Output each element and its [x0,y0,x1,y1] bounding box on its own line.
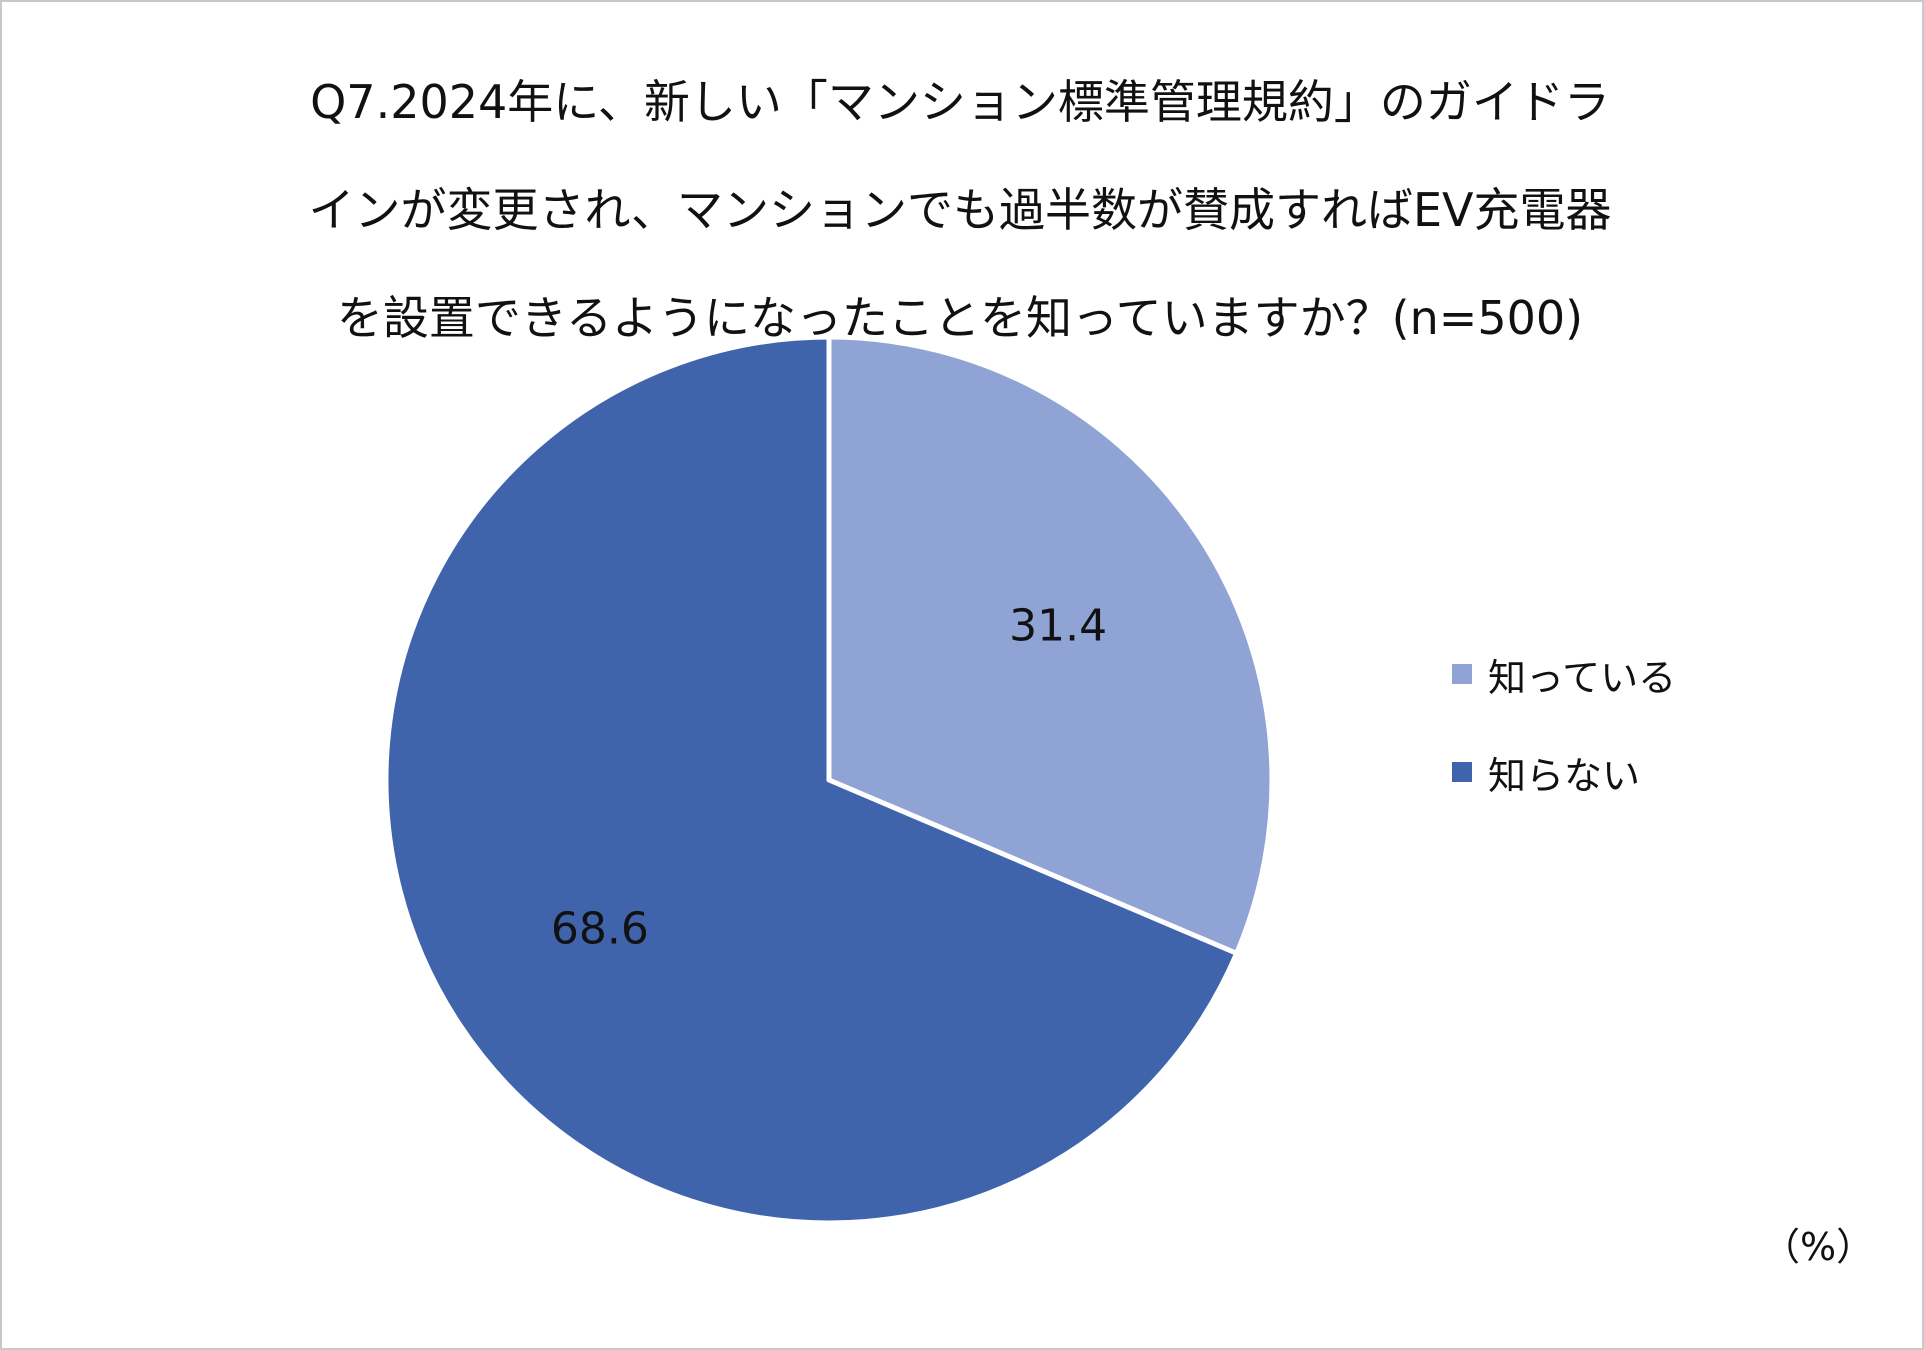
chart-title-line-3: を設置できるようになったことを知っていますか？(n=500) [336,291,1584,345]
chart-title-line-1: Q7.2024年に、新しい「マンション標準管理規約」のガイドラ [310,75,1610,129]
legend-label-unknown: 知らない [1488,753,1641,798]
pie-slice-known [826,334,1275,956]
chart-title: Q7.2024年に、新しい「マンション標準管理規約」のガイドラ インが変更され、… [160,48,1760,372]
legend-label-known: 知っている [1488,655,1677,700]
data-label-unknown: 68.6 [551,904,649,955]
legend-swatch-unknown [1452,762,1472,782]
legend-item-unknown: 知らない [1452,746,1676,798]
chart-title-line-2: インが変更され、マンションでも過半数が賛成すればEV充電器 [308,183,1612,237]
legend-item-known: 知っている [1452,648,1676,700]
legend-swatch-known [1452,664,1472,684]
chart-legend: 知っている 知らない [1452,648,1676,844]
pie-slices [383,334,1275,1226]
pie-data-labels: 31.4 68.6 [551,600,1107,954]
data-label-known: 31.4 [1009,600,1107,651]
pie-slice-unknown [383,334,1240,1226]
unit-label: （%） [1762,1225,1875,1269]
